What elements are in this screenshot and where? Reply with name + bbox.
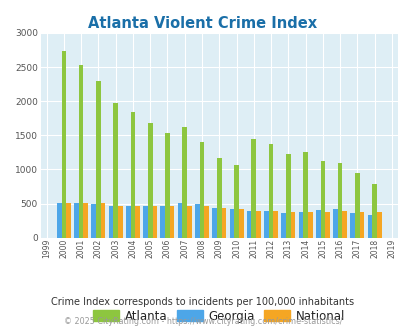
Bar (118, 206, 122, 238)
Bar (100, 203, 105, 238)
Bar (91, 204, 96, 238)
Bar (281, 213, 285, 238)
Bar (204, 206, 209, 238)
Bar (130, 112, 135, 238)
Bar (169, 206, 174, 238)
Bar (216, 158, 221, 238)
Text: Crime Index corresponds to incidents per 100,000 inhabitants: Crime Index corresponds to incidents per… (51, 297, 354, 307)
Bar (337, 163, 341, 238)
Bar (152, 206, 157, 238)
Bar (303, 152, 307, 238)
Bar (273, 211, 277, 238)
Bar (212, 208, 216, 238)
Bar (83, 203, 88, 238)
Bar (332, 209, 337, 238)
Bar (194, 204, 199, 238)
Bar (234, 165, 238, 238)
Bar (74, 203, 79, 238)
Bar (221, 208, 226, 238)
Bar (238, 209, 243, 238)
Bar (290, 213, 294, 238)
Bar (182, 127, 187, 238)
Bar (66, 203, 70, 238)
Bar (147, 123, 152, 238)
Bar (263, 211, 268, 238)
Bar (315, 210, 320, 238)
Bar (354, 173, 359, 238)
Bar (367, 215, 371, 238)
Bar (79, 65, 83, 238)
Bar (350, 213, 354, 238)
Bar (251, 139, 256, 238)
Bar (285, 154, 290, 238)
Legend: Atlanta, Georgia, National: Atlanta, Georgia, National (88, 305, 350, 327)
Bar (113, 103, 118, 238)
Bar (126, 206, 130, 238)
Bar (96, 81, 100, 238)
Bar (229, 209, 234, 238)
Bar (246, 211, 251, 238)
Bar (135, 206, 140, 238)
Bar (298, 213, 303, 238)
Bar (61, 51, 66, 238)
Bar (187, 206, 191, 238)
Bar (256, 211, 260, 238)
Bar (359, 212, 363, 238)
Bar (320, 161, 324, 238)
Bar (160, 206, 165, 238)
Bar (143, 206, 147, 238)
Bar (371, 184, 376, 238)
Bar (268, 144, 273, 238)
Bar (341, 211, 346, 238)
Text: Atlanta Violent Crime Index: Atlanta Violent Crime Index (88, 16, 317, 31)
Bar (199, 142, 204, 238)
Bar (324, 212, 329, 238)
Bar (165, 133, 169, 238)
Bar (109, 206, 113, 238)
Bar (177, 203, 182, 238)
Bar (307, 213, 312, 238)
Bar (376, 213, 381, 238)
Bar (57, 203, 61, 238)
Text: © 2025 CityRating.com - https://www.cityrating.com/crime-statistics/: © 2025 CityRating.com - https://www.city… (64, 317, 341, 326)
